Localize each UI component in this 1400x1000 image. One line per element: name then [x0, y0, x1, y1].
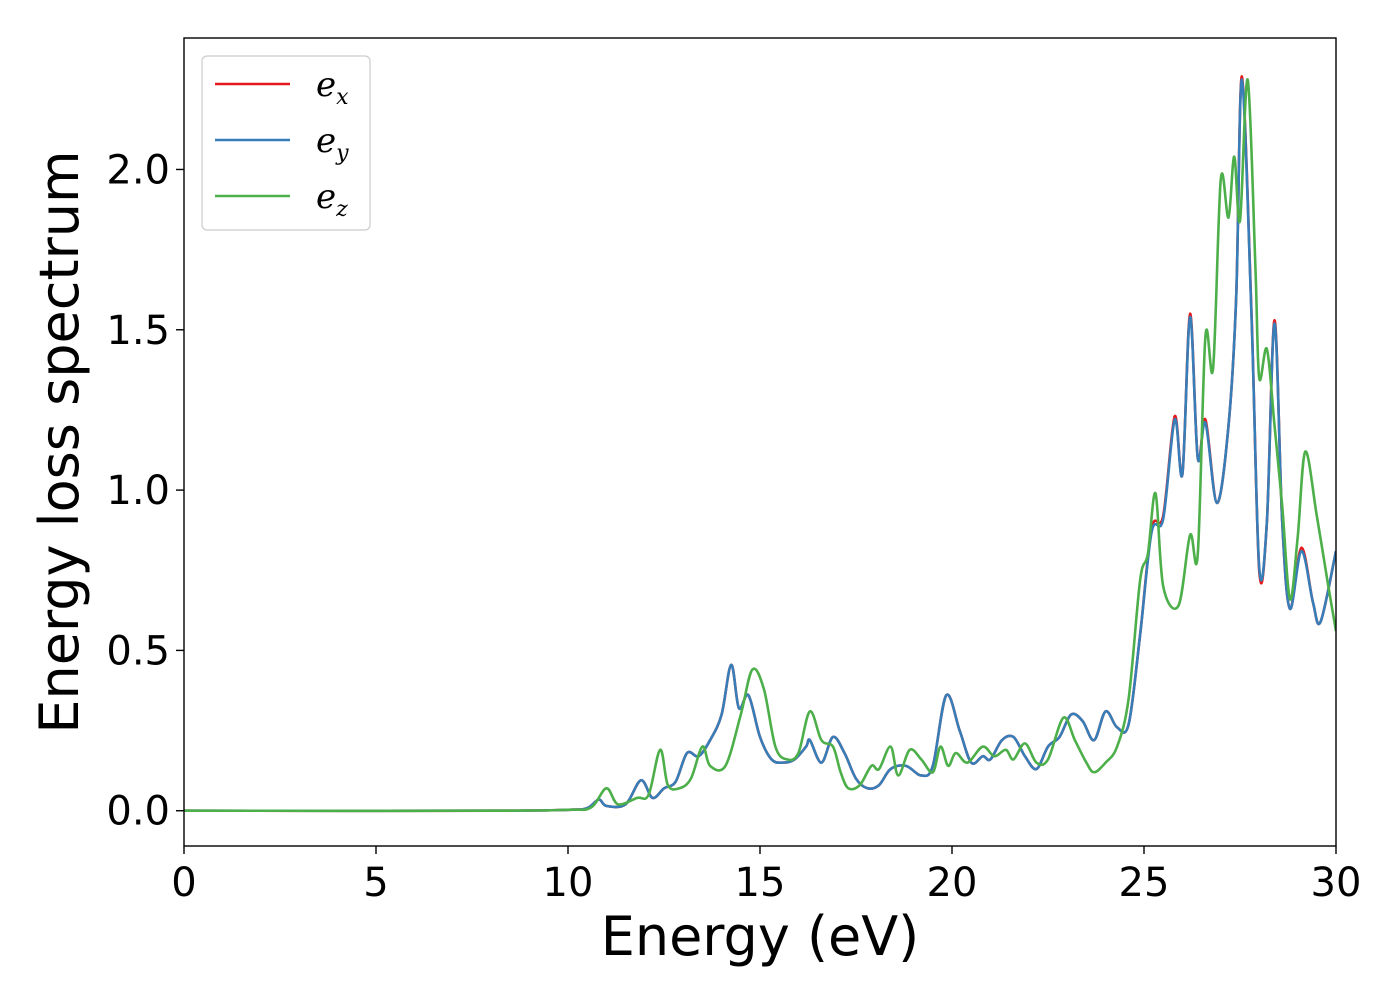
x-tick-label: 25 — [1119, 860, 1170, 906]
x-tick-label: 10 — [543, 860, 594, 906]
legend-box — [201, 55, 371, 231]
x-axis-ticks: 0 5 10 15 20 25 30 — [171, 846, 1361, 906]
legend-label-e-x: ex — [316, 65, 349, 110]
x-tick-label: 0 — [171, 860, 196, 906]
y-axis-ticks: 0.0 0.5 1.0 1.5 2.0 — [106, 147, 184, 835]
legend: ex ey ez — [201, 55, 371, 231]
series-line-e-y — [184, 78, 1336, 813]
legend-label-e-y: ey — [316, 121, 349, 166]
x-tick-label: 30 — [1311, 860, 1362, 906]
y-tick-label: 0.5 — [106, 628, 170, 674]
y-tick-label: 1.5 — [106, 308, 170, 354]
x-axis-label: Energy (eV) — [601, 905, 920, 968]
y-axis-label: Energy loss spectrum — [28, 150, 91, 733]
y-tick-label: 2.0 — [106, 147, 170, 193]
x-tick-label: 5 — [363, 860, 388, 906]
x-tick-label: 20 — [927, 860, 978, 906]
legend-label-e-z: ez — [316, 177, 348, 222]
y-tick-label: 1.0 — [106, 468, 170, 514]
y-tick-label: 0.0 — [106, 789, 170, 835]
series-layer — [184, 75, 1336, 813]
x-tick-label: 15 — [735, 860, 786, 906]
series-line-e-z — [184, 78, 1336, 813]
